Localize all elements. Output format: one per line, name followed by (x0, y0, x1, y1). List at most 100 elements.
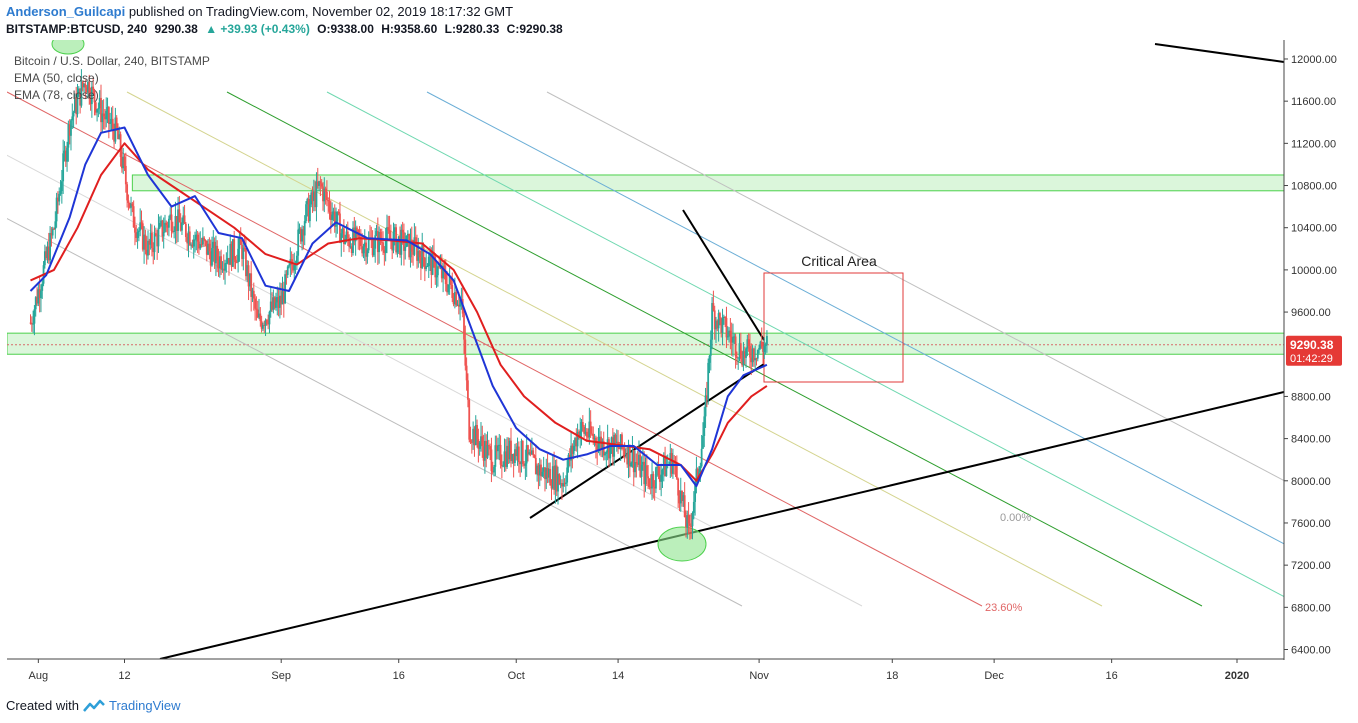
price-tick-label: 7200.00 (1291, 560, 1331, 572)
price-tick-label: 8400.00 (1291, 434, 1331, 446)
candle-body (709, 339, 712, 356)
candle-body (534, 457, 537, 475)
candle-body (570, 445, 572, 461)
candle-body (72, 112, 75, 117)
candle-body (349, 246, 352, 248)
price-tick-label: 6400.00 (1291, 645, 1331, 657)
candle-body (593, 437, 596, 440)
candle-body (298, 228, 301, 230)
candle-body (752, 348, 755, 361)
time-tick-label: 16 (1106, 670, 1118, 682)
footer: Created with TradingView (6, 698, 181, 713)
candle-body (495, 445, 498, 452)
candle-body (366, 250, 369, 257)
candle-body (194, 239, 196, 241)
candle-body (741, 358, 744, 366)
candle-body (574, 438, 576, 446)
candle-body (386, 227, 388, 241)
candle-body (708, 355, 711, 363)
candle-body (446, 284, 448, 293)
candle-body (738, 343, 741, 358)
candle-body (564, 482, 567, 484)
candle-body (121, 156, 123, 169)
candle-body (380, 241, 383, 243)
candle-body (36, 297, 38, 304)
candle-body (359, 236, 362, 247)
candle-body (584, 431, 587, 434)
candle-body (760, 341, 763, 347)
candle-body (286, 266, 289, 275)
candle-body (737, 357, 740, 359)
candle-body (33, 309, 36, 324)
candle-body (179, 222, 182, 231)
publish-line: Anderson_Guilcapi published on TradingVi… (6, 4, 513, 19)
candle-body (127, 200, 130, 203)
candle-body (410, 239, 413, 252)
candle-body (559, 483, 562, 485)
candle-body (434, 256, 437, 278)
candle-body (558, 474, 561, 485)
candle-body (101, 113, 104, 123)
price-tick-label: 6800.00 (1291, 602, 1331, 614)
candle-body (438, 266, 441, 268)
candle-body (367, 238, 370, 251)
legend-ema78[interactable]: EMA (78, close) (14, 88, 99, 102)
candle-body (576, 431, 579, 447)
critical-area-box (763, 272, 904, 383)
candle-body (201, 237, 204, 245)
candle-body (140, 222, 143, 224)
candle-body (79, 88, 82, 106)
candle-body (245, 248, 247, 277)
candle-body (720, 318, 723, 334)
candle-body (246, 265, 249, 277)
candle-body (250, 273, 253, 297)
candle-body (87, 81, 89, 93)
candle-body (148, 240, 151, 245)
candle-body (674, 463, 677, 465)
candle-body (221, 268, 224, 270)
candle-body (217, 260, 220, 269)
candle-body (93, 89, 96, 103)
candle-body (510, 440, 512, 462)
candle-body (480, 436, 482, 443)
candle-body (111, 118, 114, 130)
candle-body (527, 445, 529, 455)
candle-body (635, 462, 638, 464)
candle-body (728, 330, 730, 337)
candle-body (131, 203, 134, 207)
author-link[interactable]: Anderson_Guilcapi (6, 4, 126, 19)
candle-body (608, 439, 610, 459)
candle-body (503, 451, 506, 466)
candle-body (122, 156, 125, 169)
candle-body (230, 243, 233, 267)
candle-body (235, 262, 238, 264)
candle-body (350, 246, 353, 253)
candle-body (243, 247, 246, 249)
candle-body (521, 440, 524, 464)
candle-body (657, 466, 660, 476)
fib-channel-line-0 (7, 154, 863, 607)
candle-body (520, 440, 523, 465)
candle-body (229, 243, 232, 265)
candle-body (640, 464, 643, 477)
candle-body (687, 515, 690, 524)
candle-body (537, 465, 540, 476)
candle-body (145, 249, 148, 256)
candle-body (695, 468, 698, 482)
candle-body (200, 244, 203, 246)
candle-body (427, 256, 430, 267)
candle-body (470, 442, 473, 444)
candle-body (747, 339, 750, 347)
candle-body (323, 188, 326, 202)
price-badge-value: 9290.38 (1290, 338, 1334, 352)
candle-body (58, 193, 61, 202)
candle-body (335, 221, 337, 227)
candle-body (324, 188, 327, 192)
candle-body (601, 441, 604, 450)
tradingview-brand[interactable]: TradingView (108, 698, 181, 713)
legend-ema50[interactable]: EMA (50, close) (14, 71, 99, 85)
candle-body (634, 462, 636, 473)
candle-body (379, 232, 382, 242)
candle-body (645, 465, 648, 477)
